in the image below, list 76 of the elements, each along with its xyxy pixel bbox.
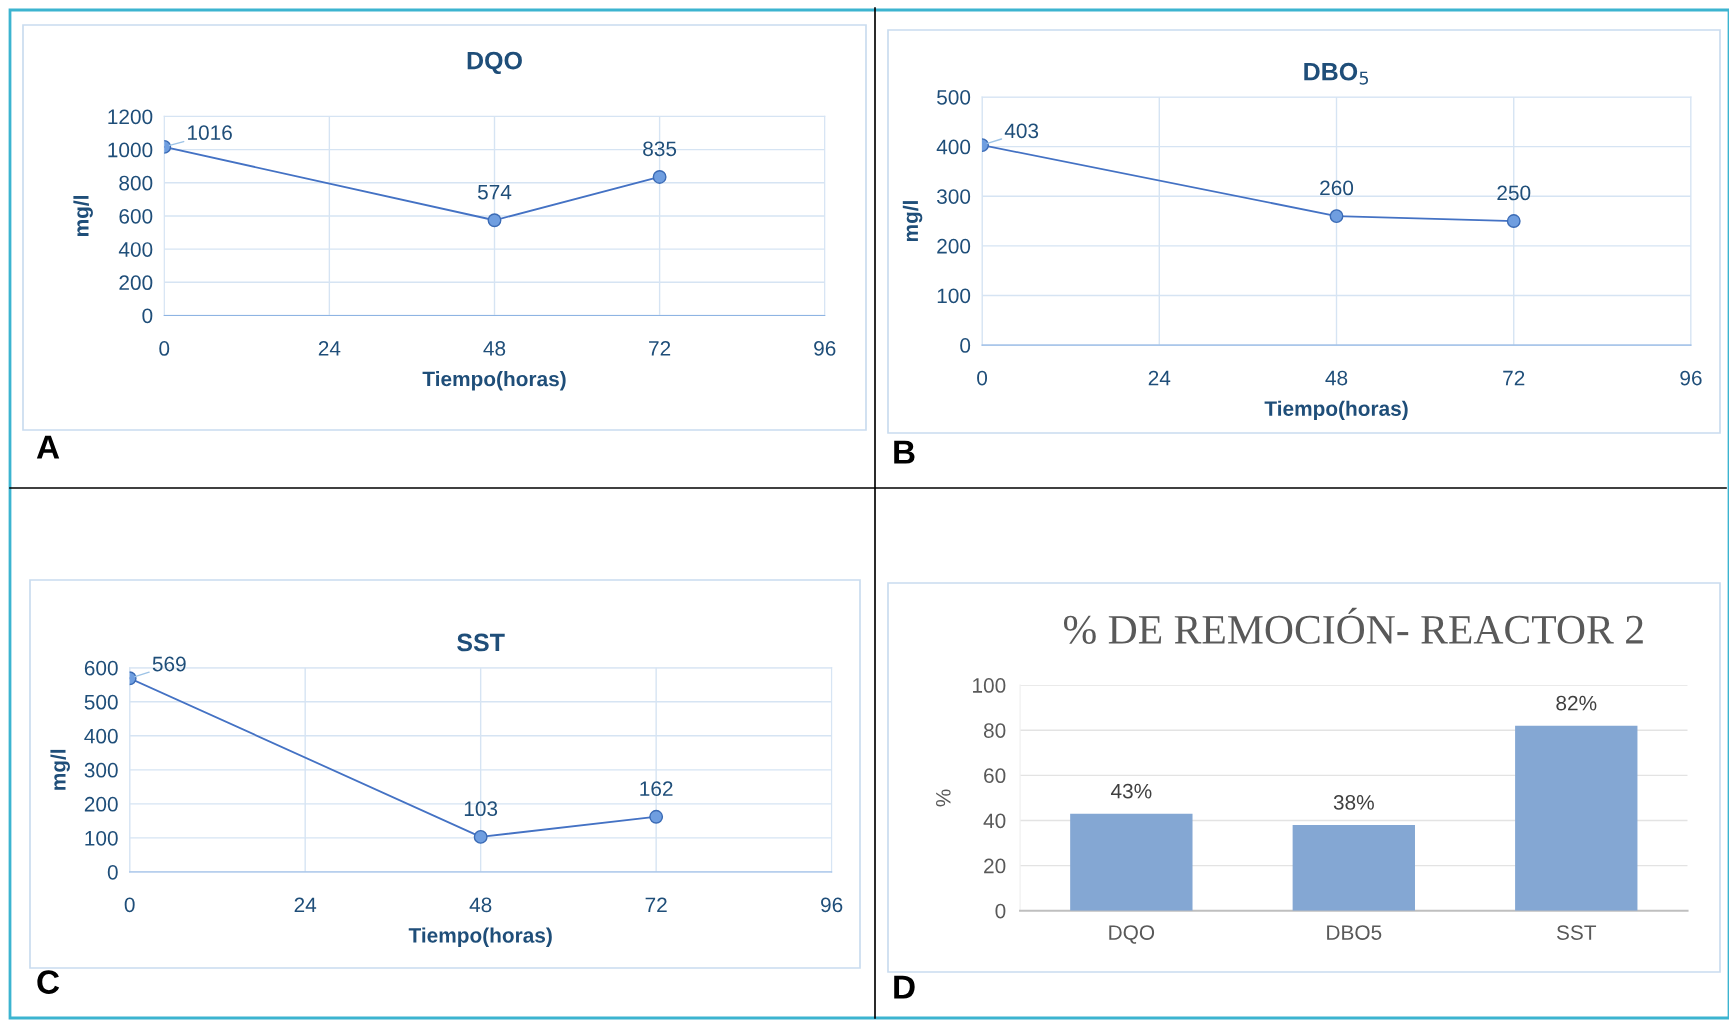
point bbox=[1506, 214, 1521, 228]
y-tick-label: 300 bbox=[937, 189, 971, 204]
point bbox=[1329, 209, 1344, 224]
y-tick-label: 400 bbox=[118, 242, 153, 257]
y-tick-label: 600 bbox=[84, 660, 118, 676]
x-tick-label: 48 bbox=[483, 341, 506, 356]
text: A bbox=[36, 435, 60, 459]
text: B bbox=[894, 440, 915, 464]
chart-title: DQO bbox=[467, 51, 522, 75]
y-tick-label: 100 bbox=[85, 830, 118, 846]
data-label: 835 bbox=[643, 141, 677, 157]
y-tick-label: 0 bbox=[142, 308, 153, 324]
text: D bbox=[894, 975, 915, 999]
text: 43% bbox=[1110, 783, 1152, 799]
data-label: 103 bbox=[464, 801, 498, 817]
bar bbox=[1292, 824, 1415, 911]
y-tick-label: 200 bbox=[119, 275, 153, 291]
y-tick-label: 800 bbox=[119, 175, 153, 191]
point bbox=[652, 170, 667, 184]
x-tick-label: DBO5 bbox=[1327, 925, 1382, 940]
x-tick-label: DQO bbox=[1109, 925, 1155, 944]
y-tick-label: 500 bbox=[937, 90, 971, 105]
data-label: 569 bbox=[152, 656, 186, 672]
y-tick-label: 40 bbox=[983, 813, 1006, 829]
y-axis-title: mg/l bbox=[902, 201, 923, 242]
data-label: 250 bbox=[1497, 185, 1531, 201]
x-tick-label: 24 bbox=[1148, 370, 1171, 386]
text: C bbox=[37, 970, 60, 994]
text: 38% bbox=[1333, 795, 1374, 810]
x-tick-label: 72 bbox=[1503, 370, 1525, 386]
y-tick-label: 300 bbox=[84, 762, 118, 778]
data-label: 574 bbox=[477, 184, 512, 200]
x-axis-title: Tiempo(horas) bbox=[422, 371, 566, 391]
text: 82% bbox=[1556, 695, 1597, 711]
x-tick-label: 48 bbox=[469, 897, 492, 913]
x-axis-title: Tiempo(horas) bbox=[408, 927, 552, 947]
data-label: 403 bbox=[1004, 123, 1039, 139]
chart-title: % DE REMOCIÓN- REACTOR 2 bbox=[1063, 607, 1643, 644]
y-axis-title: % bbox=[936, 789, 951, 807]
x-tick-label: 96 bbox=[814, 341, 836, 356]
y-tick-label: 60 bbox=[984, 768, 1006, 784]
chart-title: DBO$_{5}$ bbox=[1304, 62, 1369, 85]
data-label: 260 bbox=[1320, 180, 1354, 196]
y-tick-label: 400 bbox=[936, 139, 971, 155]
point bbox=[649, 809, 664, 824]
bar bbox=[1515, 725, 1638, 911]
data-label: 162 bbox=[640, 781, 673, 797]
bar bbox=[1070, 813, 1193, 911]
y-tick-label: 200 bbox=[84, 796, 118, 812]
y-tick-label: 600 bbox=[119, 208, 153, 224]
x-tick-label: 72 bbox=[649, 341, 671, 356]
x-axis-title: Tiempo(horas) bbox=[1264, 400, 1408, 421]
y-tick-label: 400 bbox=[84, 728, 118, 744]
y-axis-title: mg/l bbox=[50, 749, 70, 790]
y-tick-label: 80 bbox=[983, 723, 1006, 738]
y-tick-label: 500 bbox=[84, 694, 118, 710]
x-tick-label: 72 bbox=[645, 897, 667, 913]
y-tick-label: 1000 bbox=[108, 142, 153, 158]
x-tick-label: 24 bbox=[318, 341, 341, 356]
y-axis-title: mg/l bbox=[73, 196, 93, 236]
x-tick-label: SST bbox=[1556, 925, 1597, 940]
x-tick-label: 96 bbox=[821, 897, 843, 913]
y-tick-label: 200 bbox=[937, 238, 971, 254]
point bbox=[473, 829, 488, 844]
data-label: 1016 bbox=[188, 125, 232, 141]
chart-title: SST bbox=[457, 633, 505, 652]
y-tick-label: 100 bbox=[937, 288, 971, 304]
point bbox=[487, 213, 502, 228]
x-tick-label: 96 bbox=[1680, 370, 1702, 386]
y-tick-label: 1200 bbox=[108, 109, 153, 125]
y-tick-label: 100 bbox=[973, 678, 1006, 693]
y-tick-label: 20 bbox=[984, 858, 1006, 874]
x-tick-label: 0 bbox=[159, 341, 170, 356]
y-tick-label: 0 bbox=[107, 864, 118, 880]
x-tick-label: 48 bbox=[1325, 370, 1348, 386]
x-tick-label: 24 bbox=[294, 897, 317, 913]
